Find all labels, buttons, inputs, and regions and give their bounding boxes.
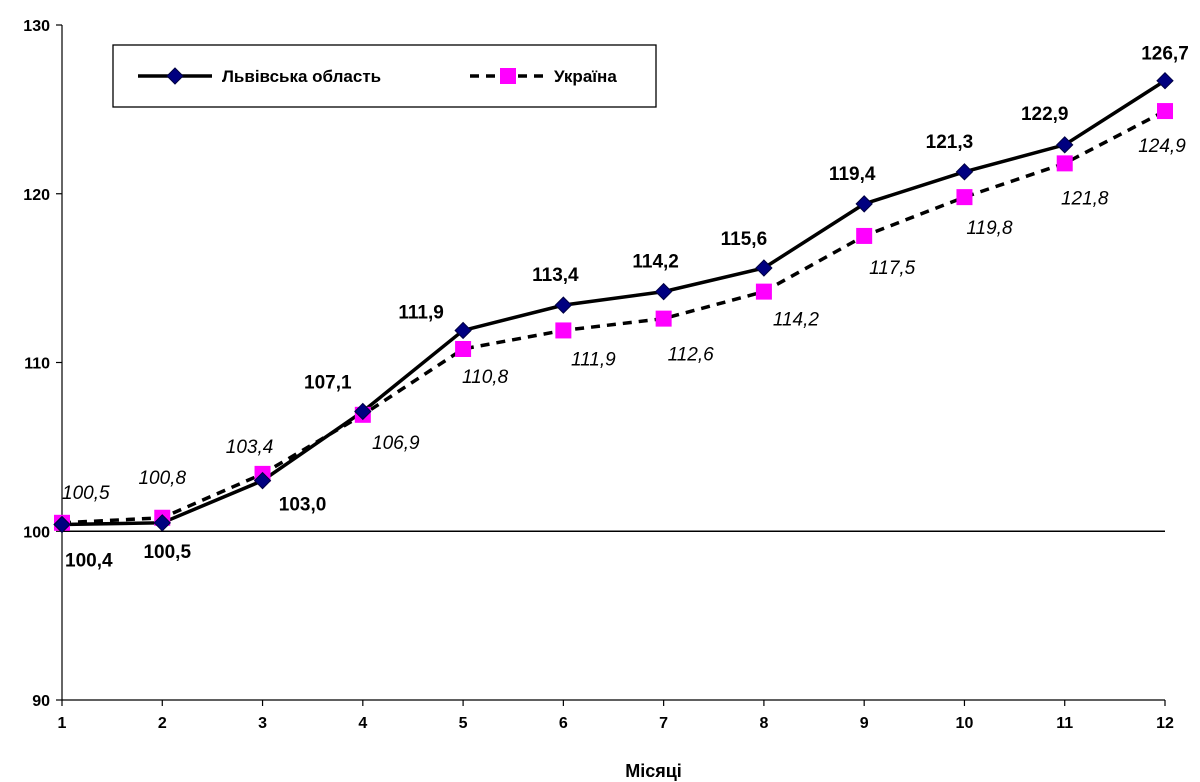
marker-ukraine	[455, 341, 472, 357]
x-tick-label: 8	[759, 715, 768, 732]
marker-lviv	[654, 282, 673, 301]
series-line-0	[61, 79, 1166, 527]
data-label-ukraine: 124,9	[1138, 136, 1186, 157]
marker-ukraine	[755, 283, 772, 300]
marker-lviv	[153, 514, 171, 532]
legend: Львівська область Україна	[112, 44, 657, 108]
x-tick-label: 11	[1056, 715, 1073, 732]
data-label-lviv: 103,0	[279, 495, 327, 516]
data-label-ukraine: 100,8	[138, 468, 186, 489]
data-label-lviv: 100,5	[143, 542, 191, 563]
data-label-lviv: 115,6	[721, 229, 768, 250]
data-label-ukraine: 106,9	[372, 433, 420, 454]
x-tick-label: 4	[358, 715, 367, 732]
marker-lviv	[855, 195, 873, 213]
marker-lviv	[253, 471, 272, 490]
data-label-ukraine: 112,6	[668, 345, 715, 366]
marker-ukraine	[856, 227, 873, 244]
data-label-lviv: 107,1	[304, 372, 352, 393]
legend-marker-ukraine	[500, 68, 516, 84]
legend-label-lviv: Львівська область	[222, 67, 381, 86]
marker-lviv	[354, 402, 372, 421]
data-labels: 100,4 100,5 103,0 107,1 111,9 113,4 114,2 115,6…	[62, 44, 1189, 572]
y-tick-label: 110	[24, 356, 50, 373]
x-tick-label: 2	[158, 715, 167, 732]
legend-marker-lviv	[166, 67, 184, 85]
x-tick-label: 5	[459, 715, 468, 732]
y-tick-label: 100	[23, 524, 50, 541]
data-label-lviv: 111,9	[398, 302, 443, 323]
data-label-ukraine: 114,2	[773, 310, 820, 331]
y-tick-label: 120	[23, 187, 50, 204]
x-tick-label: 9	[860, 715, 869, 732]
data-label-ukraine: 119,8	[966, 218, 1013, 239]
data-label-lviv: 121,3	[926, 132, 974, 153]
marker-ukraine	[1056, 155, 1073, 172]
x-tick-label: 10	[956, 715, 974, 732]
series-line-1	[61, 109, 1166, 525]
marker-ukraine	[956, 189, 973, 206]
data-label-lviv: 114,2	[632, 252, 679, 273]
data-label-lviv: 113,4	[532, 265, 579, 286]
data-label-ukraine: 103,4	[226, 437, 274, 458]
marker-lviv	[554, 296, 573, 314]
data-label-lviv: 100,4	[65, 551, 113, 572]
data-label-lviv: 122,9	[1021, 104, 1069, 125]
marker-ukraine	[1157, 103, 1173, 120]
x-tick-label: 7	[659, 715, 668, 732]
data-label-lviv: 126,7	[1141, 44, 1189, 65]
marker-lviv	[454, 321, 472, 340]
data-label-ukraine: 100,5	[62, 483, 110, 504]
y-tick-label: 130	[23, 18, 50, 35]
data-label-ukraine: 111,9	[571, 349, 616, 370]
series-markers	[53, 71, 1174, 534]
marker-lviv	[955, 163, 974, 181]
marker-lviv	[53, 515, 71, 534]
data-label-ukraine: 121,8	[1061, 188, 1109, 209]
x-tick-label: 1	[58, 715, 67, 732]
legend-label-ukraine: Україна	[554, 67, 617, 86]
marker-ukraine	[555, 322, 572, 339]
x-axis-title: Місяці	[625, 761, 682, 781]
data-label-ukraine: 110,8	[462, 367, 509, 388]
series-lines	[61, 79, 1166, 527]
marker-lviv	[1156, 71, 1174, 90]
marker-lviv	[755, 259, 773, 277]
data-label-ukraine: 117,5	[869, 258, 916, 279]
marker-lviv	[1056, 136, 1074, 154]
x-tick-label: 12	[1156, 715, 1174, 732]
x-tick-label: 6	[559, 715, 568, 732]
data-label-lviv: 119,4	[829, 164, 876, 185]
x-tick-label: 3	[258, 715, 267, 732]
y-tick-label: 90	[32, 693, 50, 710]
marker-ukraine	[655, 310, 672, 327]
